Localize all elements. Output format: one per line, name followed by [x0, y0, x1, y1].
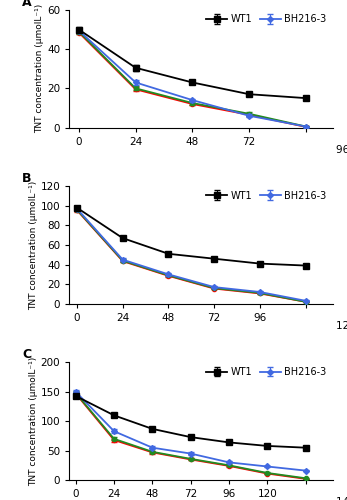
Y-axis label: TNT concentration (μmolL⁻¹): TNT concentration (μmolL⁻¹)	[29, 356, 38, 486]
Legend: WT1, BH216-3: WT1, BH216-3	[204, 189, 328, 202]
Text: 144Time (h): 144Time (h)	[336, 496, 347, 500]
Text: B: B	[22, 172, 32, 185]
Y-axis label: TNT concentration (μmolL⁻¹): TNT concentration (μmolL⁻¹)	[35, 4, 44, 134]
Text: 120Time (h): 120Time (h)	[336, 320, 347, 330]
Text: A: A	[22, 0, 32, 9]
Legend: WT1, BH216-3: WT1, BH216-3	[204, 12, 328, 26]
Y-axis label: TNT concentration (μmolL⁻¹): TNT concentration (μmolL⁻¹)	[29, 180, 38, 310]
Text: C: C	[22, 348, 31, 362]
Text: 96Time (h): 96Time (h)	[336, 144, 347, 154]
Legend: WT1, BH216-3: WT1, BH216-3	[204, 365, 328, 379]
